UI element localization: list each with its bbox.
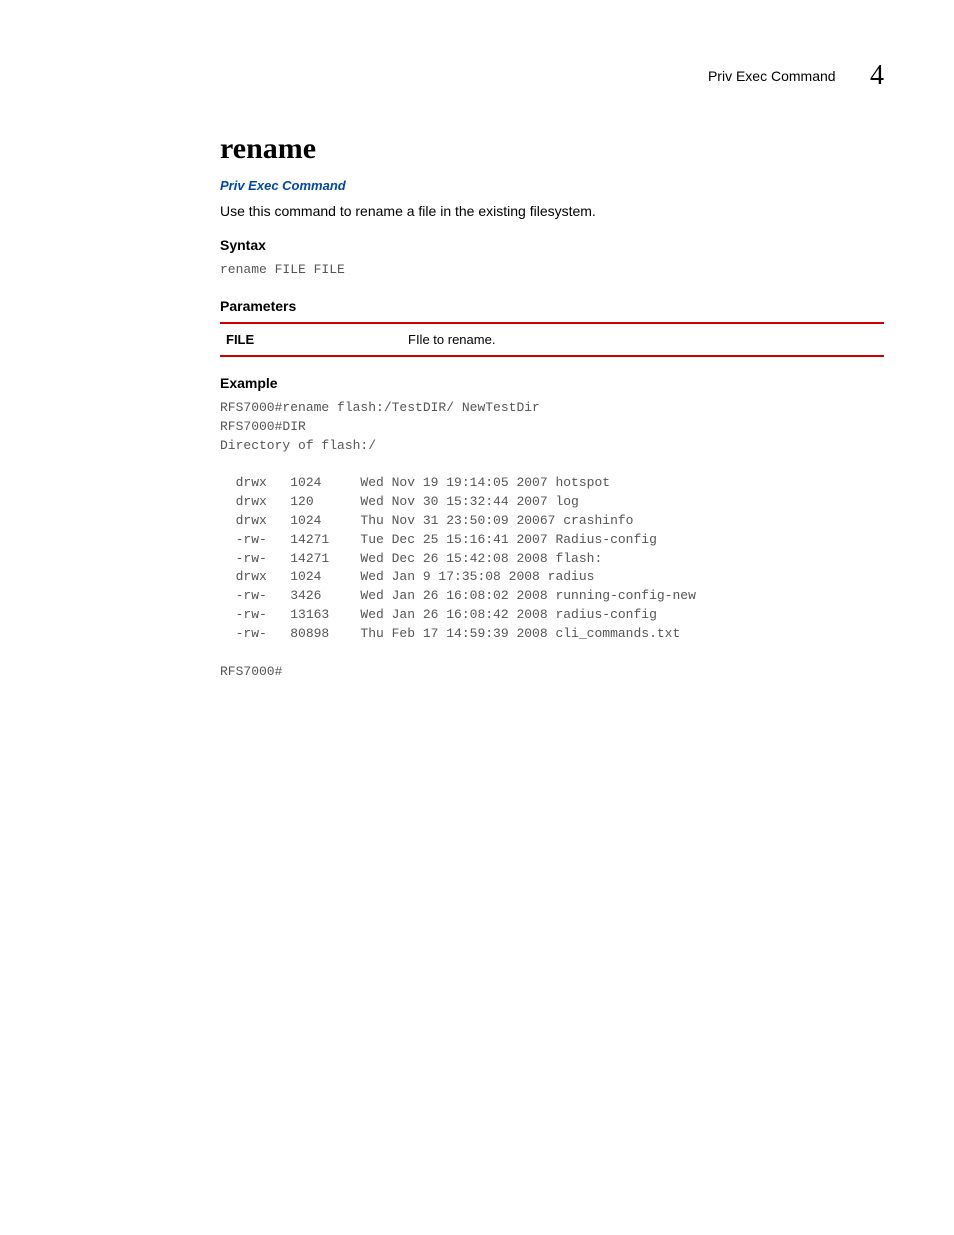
- breadcrumb-link[interactable]: Priv Exec Command: [220, 178, 884, 193]
- example-heading: Example: [220, 375, 884, 391]
- command-description: Use this command to rename a file in the…: [220, 203, 884, 219]
- param-name-cell: FILE: [220, 323, 402, 356]
- table-row: FILE FIle to rename.: [220, 323, 884, 356]
- chapter-number: 4: [870, 60, 884, 92]
- header-section-label: Priv Exec Command: [708, 68, 836, 84]
- syntax-heading: Syntax: [220, 237, 884, 253]
- page-container: Priv Exec Command 4 rename Priv Exec Com…: [0, 0, 954, 742]
- content-region: rename Priv Exec Command Use this comman…: [220, 132, 884, 682]
- example-text: RFS7000#rename flash:/TestDIR/ NewTestDi…: [220, 399, 884, 682]
- syntax-text: rename FILE FILE: [220, 261, 884, 280]
- param-desc-cell: FIle to rename.: [402, 323, 884, 356]
- parameters-table: FILE FIle to rename.: [220, 322, 884, 357]
- parameters-heading: Parameters: [220, 298, 884, 314]
- page-header: Priv Exec Command 4: [70, 60, 884, 92]
- command-title: rename: [220, 132, 884, 166]
